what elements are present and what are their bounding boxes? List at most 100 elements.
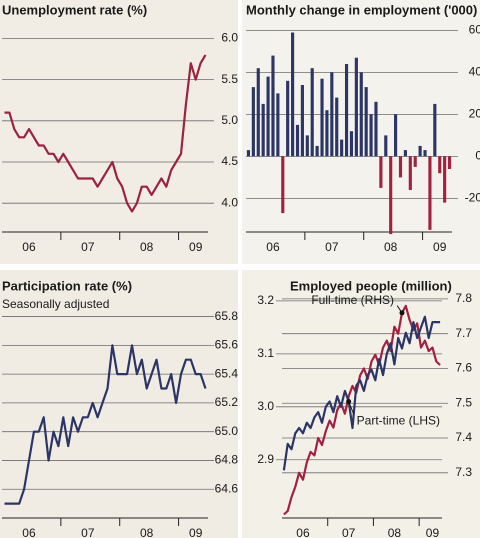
x-tick-label: 08 [384,240,398,254]
y2-tick-label: 64.8 [215,453,239,467]
bar [384,135,388,157]
bar [364,87,368,157]
x-tick-label: 06 [22,526,36,538]
bar [374,101,378,157]
chart-title: Participation rate (%) [2,278,132,293]
chart-title: Monthly change in employment ('000) [246,2,477,17]
y-tick-label: 3.0 [257,399,274,413]
y2-tick-label: 7.7 [455,326,472,340]
bar [325,110,329,157]
y2-tick-label: 6.0 [221,31,238,45]
chart-title: Unemployment rate (%) [2,2,147,17]
y2-tick-label: 0 [475,149,480,163]
bar [433,103,437,157]
bar [271,55,275,157]
bar [423,150,427,157]
x-tick-label: 09 [189,240,203,254]
series-line [4,54,207,213]
y2-tick-label: 65.8 [215,309,239,323]
x-tick-label: 08 [140,240,154,254]
bar [403,150,407,157]
y2-tick-label: 5.0 [221,113,238,127]
bar [246,150,251,157]
chart-subtitle: Seasonally adjusted [2,297,109,311]
y2-tick-label: 64.6 [215,481,239,495]
bar [349,131,354,157]
y2-tick-label: 65.4 [215,366,239,380]
y2-tick-label: 65.6 [215,338,239,352]
bar [286,80,290,157]
bar [266,76,270,157]
x-tick-label: 07 [81,240,95,254]
bar [261,103,265,157]
x-tick-label: 09 [426,526,440,538]
x-tick-label: 07 [81,526,95,538]
bar [428,156,432,230]
bar [418,145,422,157]
bar [408,156,412,190]
panel-background [0,270,238,538]
bar [344,64,349,157]
panel-background [0,0,238,264]
bar [315,145,319,157]
bar [330,72,334,157]
y2-tick-label: 40 [469,65,480,79]
y-tick-label: 3.1 [257,346,274,360]
bar [251,87,255,157]
y2-tick-label: 7.4 [455,430,472,444]
y2-tick-label: 4.0 [221,195,238,209]
label-leader [396,305,403,314]
y2-tick-label: 65.2 [215,395,239,409]
y2-tick-label: 5.5 [221,72,238,86]
panel-background [242,270,480,538]
bar [305,135,309,157]
x-tick-label: 06 [296,526,310,538]
bar [276,93,280,157]
bar [398,156,403,178]
y2-tick-label: 60 [469,23,480,37]
y2-tick-label: 20 [469,107,480,121]
bar [443,156,447,203]
y2-tick-label: 7.8 [455,291,472,305]
x-tick-label: 08 [388,526,402,538]
bar [413,156,417,167]
bar [389,156,393,235]
bar [379,156,383,188]
chart-title: Employed people (million) [290,278,452,293]
bar [310,68,314,157]
y2-tick-label: 7.6 [455,361,472,375]
bar [256,68,260,157]
y2-tick-label: 4.5 [221,154,238,168]
label-leader [348,401,354,414]
series-line [4,344,207,505]
y-tick-label: 3.2 [257,293,274,307]
bar [354,57,358,157]
bar [438,156,442,174]
y2-tick-label: 7.5 [455,395,472,409]
bar [295,124,300,157]
bar [320,78,324,157]
x-tick-label: 08 [140,526,154,538]
series-line [282,315,441,471]
bar [291,32,295,157]
x-tick-label: 07 [325,240,339,254]
bar [447,156,452,169]
bar [359,72,363,157]
bar [340,139,344,157]
x-tick-label: 09 [189,526,203,538]
x-tick-label: 09 [433,240,447,254]
series-label: Part-time (LHS) [357,414,440,428]
bar [335,97,339,157]
x-tick-label: 07 [342,526,356,538]
y-tick-label: 2.9 [257,452,274,466]
bar [300,85,304,157]
y2-tick-label: 7.3 [455,465,472,479]
y2-tick-label: -20 [465,191,480,205]
bar [394,114,398,157]
x-tick-label: 06 [22,240,36,254]
bar [281,156,285,214]
x-tick-label: 06 [266,240,280,254]
y2-tick-label: 65.0 [215,424,239,438]
bar [369,114,373,157]
